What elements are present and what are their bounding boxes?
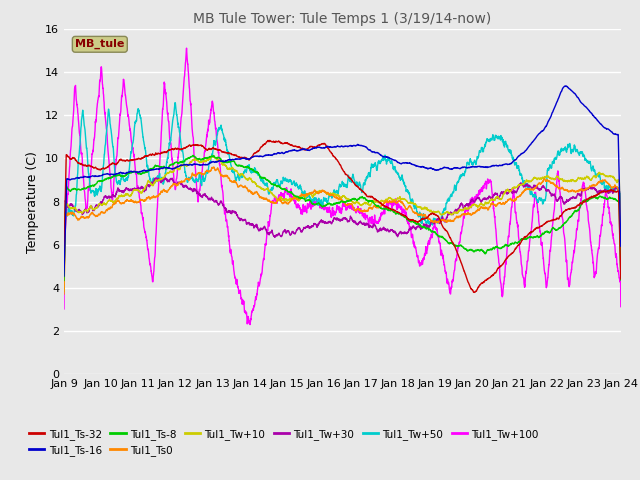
Title: MB Tule Tower: Tule Temps 1 (3/19/14-now): MB Tule Tower: Tule Temps 1 (3/19/14-now… — [193, 12, 492, 26]
Text: MB_tule: MB_tule — [75, 39, 125, 49]
Y-axis label: Temperature (C): Temperature (C) — [26, 151, 40, 252]
Legend: Tul1_Ts-32, Tul1_Ts-16, Tul1_Ts-8, Tul1_Ts0, Tul1_Tw+10, Tul1_Tw+30, Tul1_Tw+50,: Tul1_Ts-32, Tul1_Ts-16, Tul1_Ts-8, Tul1_… — [25, 424, 543, 460]
